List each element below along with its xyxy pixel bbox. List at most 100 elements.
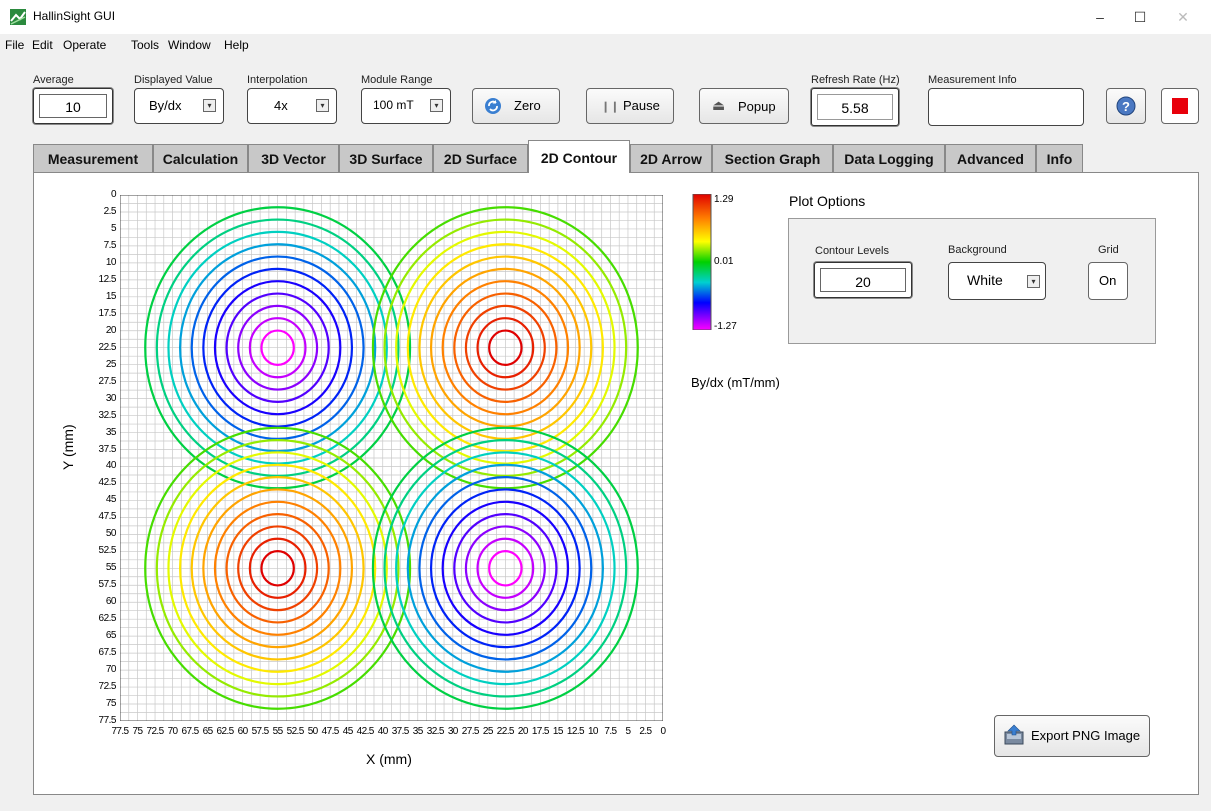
contour-ring	[395, 230, 616, 465]
y-tick-label: 5	[110, 222, 117, 234]
y-tick-label: 77.5	[98, 715, 117, 726]
y-tick-label: 10	[105, 256, 117, 268]
menu-window[interactable]: Window	[168, 38, 211, 52]
popup-button[interactable]: ⏏ Popup	[699, 88, 789, 124]
tab-data-logging[interactable]: Data Logging	[833, 144, 945, 172]
x-tick-label: 10	[587, 726, 599, 737]
contour-ring	[144, 426, 412, 710]
contour-ring	[406, 243, 605, 453]
menu-file[interactable]: File	[5, 38, 25, 52]
measurement-info-label: Measurement Info	[928, 74, 1017, 86]
y-tick-label: 27.5	[98, 375, 117, 387]
tab-3d-surface[interactable]: 3D Surface	[339, 144, 433, 172]
contour-ring	[418, 476, 593, 661]
contour-ring	[383, 439, 628, 698]
refresh-rate-value: 5.58	[841, 100, 869, 116]
tab-section-graph[interactable]: Section Graph	[712, 144, 833, 172]
y-tick-label: 57.5	[98, 579, 117, 591]
displayed-value-select[interactable]: By/dx ▾	[134, 88, 224, 124]
contour-ring	[429, 488, 581, 649]
contour-ring	[464, 304, 546, 391]
x-tick-label: 2.5	[639, 726, 652, 737]
chevron-down-icon[interactable]: ▾	[1027, 275, 1040, 288]
contour-ring	[225, 513, 330, 624]
background-label: Background	[948, 244, 1007, 256]
tab-3d-vector[interactable]: 3D Vector	[248, 144, 339, 172]
title-bar	[0, 0, 1211, 34]
tab-info[interactable]: Info	[1036, 144, 1083, 172]
contour-ring	[178, 463, 377, 673]
contour-levels-input[interactable]: 20	[814, 262, 912, 298]
average-input[interactable]: 10	[33, 88, 113, 124]
tab-calculation[interactable]: Calculation	[153, 144, 248, 172]
x-tick-label: 70	[167, 726, 179, 737]
tab-2d-surface[interactable]: 2D Surface	[433, 144, 528, 172]
pause-icon: ❙❙	[601, 101, 620, 113]
contour-ring	[476, 317, 535, 379]
y-tick-label: 62.5	[98, 613, 117, 625]
x-tick-label: 30	[447, 726, 459, 737]
popup-label: Popup	[738, 99, 776, 114]
y-tick-label: 12.5	[98, 273, 117, 285]
menu-tools[interactable]: Tools	[131, 38, 160, 52]
help-button[interactable]: ?	[1106, 88, 1146, 124]
average-label: Average	[33, 74, 74, 86]
y-tick-label: 70	[105, 664, 117, 676]
plot-options-title: Plot Options	[789, 193, 866, 209]
menu-edit[interactable]: Edit	[32, 38, 53, 52]
x-tick-label: 65	[202, 726, 214, 737]
contour-plot[interactable]	[120, 195, 663, 721]
chevron-down-icon[interactable]: ▾	[316, 99, 329, 112]
window-title: HallinSight GUI	[33, 9, 116, 23]
y-tick-label: 37.5	[98, 443, 117, 455]
background-select[interactable]: White ▾	[948, 262, 1046, 300]
contour-ring	[488, 550, 523, 587]
y-tick-label: 65	[105, 630, 117, 642]
tab-2d-contour[interactable]: 2D Contour	[528, 140, 630, 173]
close-button[interactable]: ✕	[1177, 9, 1189, 25]
export-label: Export PNG Image	[1031, 728, 1141, 743]
y-tick-label: 67.5	[98, 647, 117, 659]
x-tick-label: 17.5	[531, 726, 550, 737]
chevron-down-icon[interactable]: ▾	[430, 99, 443, 112]
y-tick-label: 75	[105, 698, 117, 710]
contour-ring	[178, 243, 377, 453]
question-icon: ?	[1116, 96, 1136, 116]
tab-advanced[interactable]: Advanced	[945, 144, 1036, 172]
module-range-select[interactable]: 100 mT ▾	[361, 88, 451, 124]
tab-measurement[interactable]: Measurement	[33, 144, 153, 172]
menu-help[interactable]: Help	[224, 38, 249, 52]
minimize-button[interactable]: –	[1096, 9, 1104, 25]
x-tick-label: 40	[377, 726, 389, 737]
menu-operate[interactable]: Operate	[63, 38, 107, 52]
y-tick-label: 22.5	[98, 341, 117, 353]
contour-levels-label: Contour Levels	[815, 245, 889, 257]
contour-ring	[476, 537, 535, 599]
x-tick-label: 50	[307, 726, 319, 737]
x-tick-label: 12.5	[566, 726, 585, 737]
pause-button[interactable]: ❙❙ Pause	[586, 88, 674, 124]
x-tick-label: 0	[660, 726, 667, 737]
interpolation-select[interactable]: 4x ▾	[247, 88, 337, 124]
contour-ring	[213, 500, 342, 636]
maximize-button[interactable]: ☐	[1133, 9, 1147, 25]
colorbar	[692, 194, 712, 330]
y-tick-label: 2.5	[103, 205, 117, 217]
export-png-button[interactable]: Export PNG Image	[994, 715, 1150, 757]
zero-button[interactable]: Zero	[472, 88, 560, 124]
contour-ring	[155, 439, 400, 698]
grid-toggle-button[interactable]: On	[1088, 262, 1128, 300]
y-tick-label: 7.5	[103, 239, 117, 251]
contour-ring	[167, 451, 388, 686]
y-tick-label: 25	[105, 358, 117, 370]
stop-button[interactable]	[1161, 88, 1199, 124]
contour-levels-value: 20	[855, 274, 871, 290]
tab-2d-arrow[interactable]: 2D Arrow	[630, 144, 712, 172]
x-tick-label: 60	[237, 726, 249, 737]
contour-ring	[395, 451, 616, 686]
y-tick-label: 52.5	[98, 545, 117, 557]
x-tick-label: 35	[412, 726, 424, 737]
grid-label: Grid	[1098, 244, 1119, 256]
colorbar-min-label: -1.27	[714, 321, 737, 332]
chevron-down-icon[interactable]: ▾	[203, 99, 216, 112]
